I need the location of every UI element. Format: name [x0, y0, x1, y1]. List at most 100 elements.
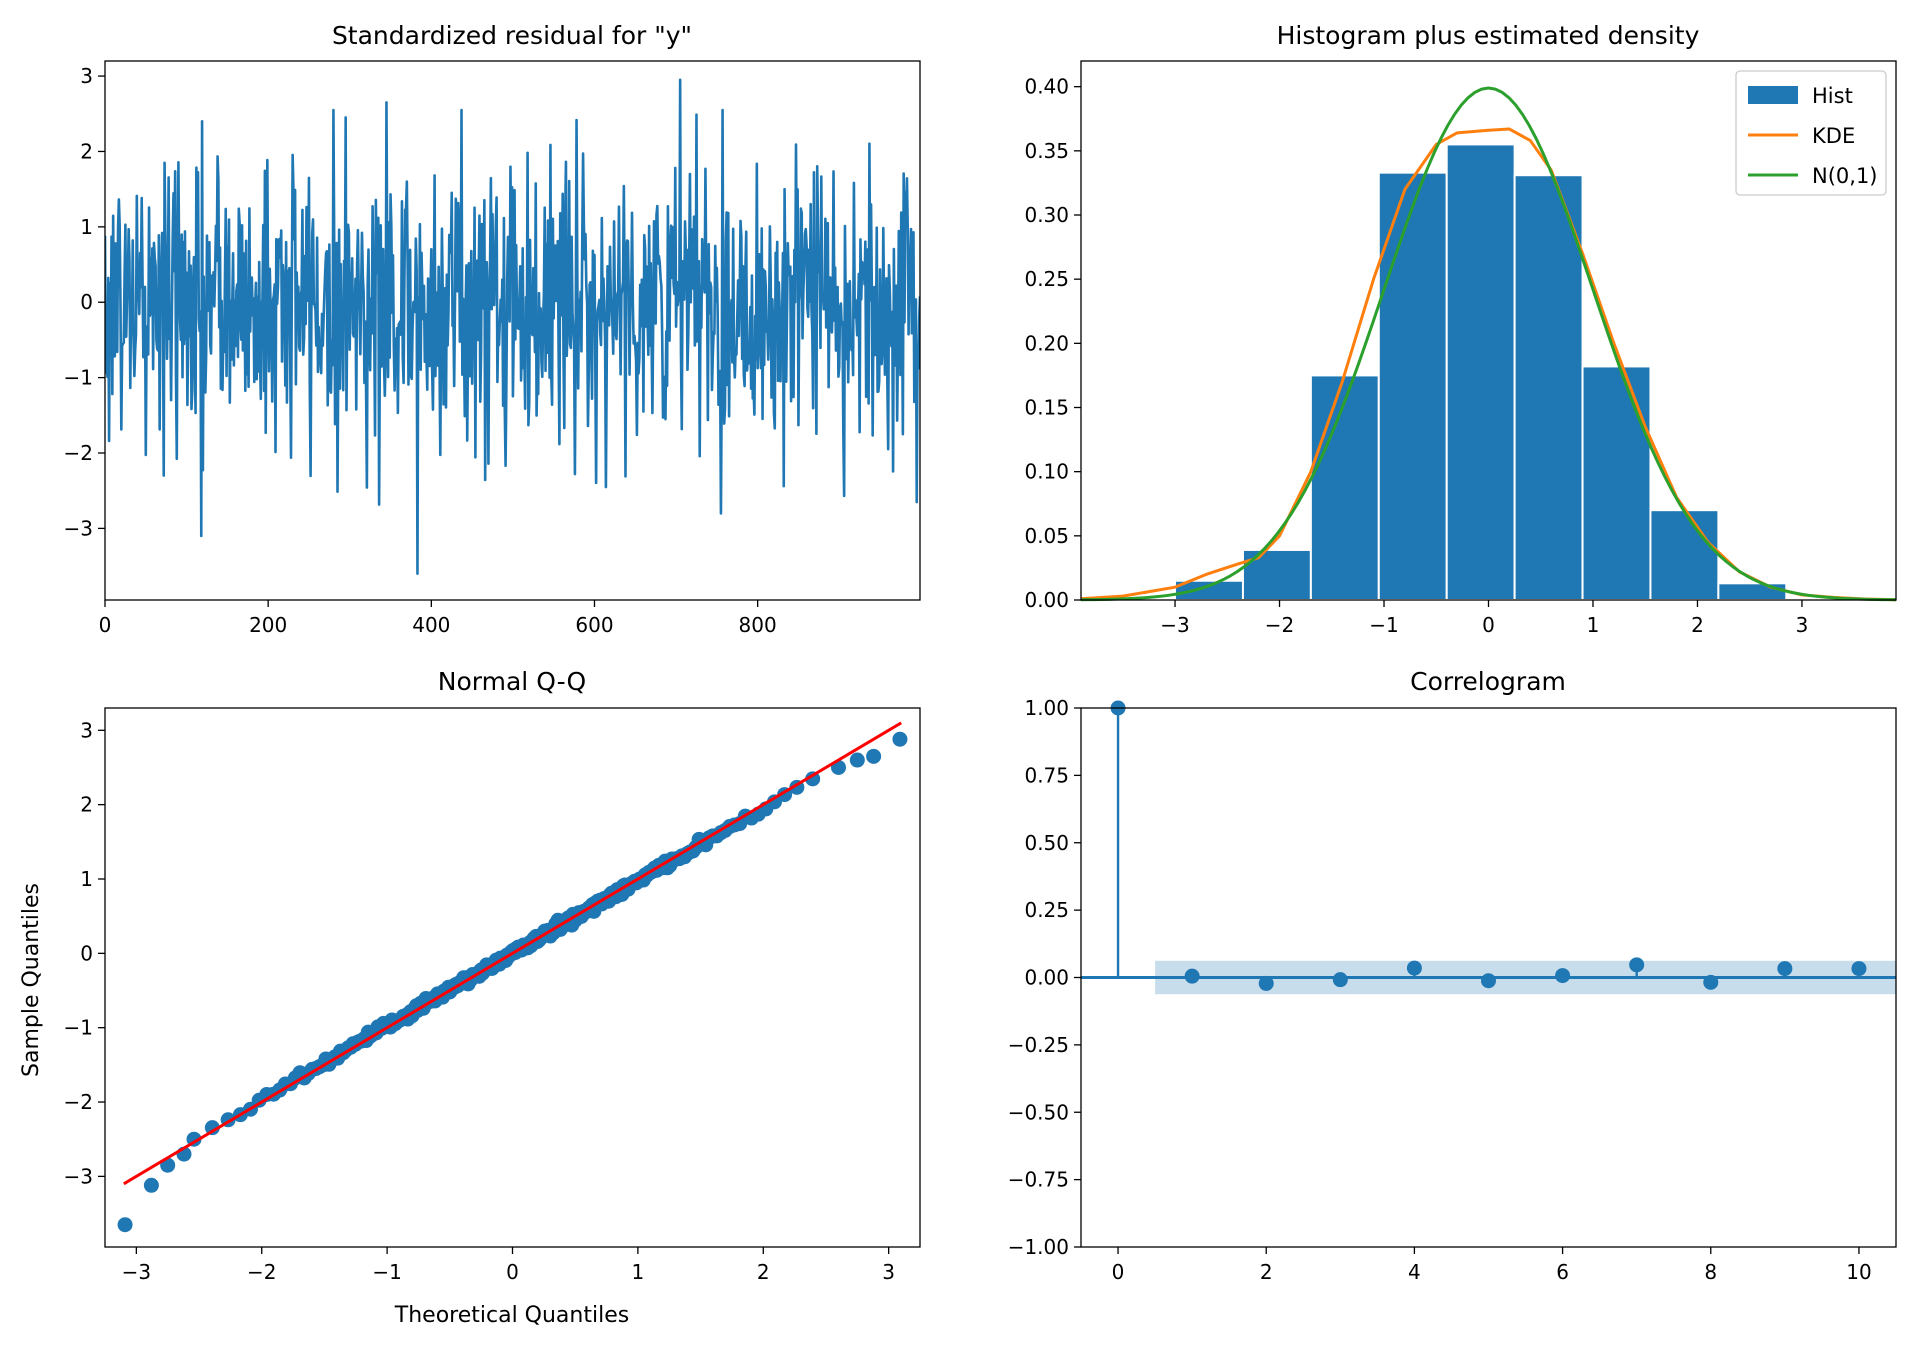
correlogram-ytick-label: 0.00: [1024, 966, 1069, 990]
histogram-ytick-label: 0.15: [1024, 396, 1069, 420]
correlogram-ytick-label: −1.00: [1008, 1235, 1069, 1259]
histogram-bar: [1717, 582, 1788, 601]
legend-label: KDE: [1812, 124, 1855, 148]
residual-xtick-label: 600: [575, 613, 613, 637]
histogram-ytick-label: 0.30: [1024, 203, 1069, 227]
histogram-bar: [1581, 365, 1652, 601]
acf-marker: [1332, 972, 1348, 988]
qq-ytick-label: 2: [80, 793, 93, 817]
qq-point: [143, 1177, 159, 1193]
residual-axes-frame: [104, 60, 921, 601]
acf-marker: [1481, 973, 1496, 989]
qq-ytick-label: 3: [80, 718, 93, 742]
histogram-xtick-label: 3: [1796, 613, 1809, 637]
qq-xtick-label: −2: [247, 1260, 276, 1284]
qq-ytick-label: −3: [64, 1164, 93, 1188]
histogram-xtick-label: −2: [1265, 613, 1294, 637]
legend-hist-swatch: [1748, 86, 1798, 104]
histogram-bar: [1513, 174, 1584, 601]
qq-ytick-label: 0: [80, 941, 93, 965]
qq-point: [849, 752, 865, 768]
acf-marker: [1406, 960, 1422, 976]
qq-point: [892, 731, 908, 747]
residual-xtick-label: 200: [249, 613, 287, 637]
qq-panel: Normal Q-Q Theoretical Quantiles Sample …: [19, 667, 921, 1328]
qq-point: [866, 748, 882, 764]
histogram-ytick-label: 0.35: [1024, 139, 1069, 163]
qq-xtick-label: 2: [757, 1260, 770, 1284]
qq-ytick-label: 1: [80, 867, 93, 891]
qq-xlabel: Theoretical Quantiles: [394, 1303, 629, 1328]
residual-panel: Standardized residual for "y" 0 200 400 600…: [64, 21, 921, 637]
residual-ytick-label: −3: [64, 516, 93, 540]
correlogram-ytick-label: −0.50: [1008, 1100, 1069, 1124]
correlogram-xtick-label: 8: [1704, 1260, 1717, 1284]
residual-title: Standardized residual for "y": [332, 21, 692, 50]
correlogram-ytick-label: 0.75: [1024, 763, 1069, 787]
acf-marker: [1777, 961, 1793, 977]
acf-marker: [1184, 968, 1200, 984]
histogram-xtick-label: 2: [1691, 613, 1704, 637]
residual-ytick-label: 0: [80, 290, 93, 314]
histogram-title: Histogram plus estimated density: [1277, 21, 1700, 50]
histogram-ytick-label: 0.05: [1024, 524, 1069, 548]
qq-xtick-label: 0: [506, 1260, 519, 1284]
correlogram-ytick-label: 0.25: [1024, 898, 1069, 922]
legend-label: Hist: [1812, 84, 1853, 108]
qq-point: [204, 1120, 220, 1136]
histogram-ytick-label: 0.00: [1024, 588, 1069, 612]
correlogram-xtick-label: 6: [1556, 1260, 1569, 1284]
correlogram-ytick-label: −0.75: [1008, 1168, 1069, 1192]
residual-xtick-label: 400: [412, 613, 450, 637]
correlogram-xtick-label: 4: [1408, 1260, 1421, 1284]
qq-point: [117, 1217, 133, 1233]
qq-xtick-label: 3: [882, 1260, 895, 1284]
legend-label: N(0,1): [1812, 164, 1878, 188]
residual-ytick-label: 2: [80, 139, 93, 163]
histogram-ytick-label: 0.10: [1024, 460, 1069, 484]
histogram-xtick-label: −1: [1369, 613, 1398, 637]
histogram-ytick-label: 0.20: [1024, 331, 1069, 355]
residual-ytick-label: 3: [80, 64, 93, 88]
histogram-bar: [1309, 374, 1380, 601]
histogram-bar: [1445, 143, 1516, 602]
histogram-xtick-label: 0: [1482, 613, 1495, 637]
histogram-xtick-label: 1: [1587, 613, 1600, 637]
histogram-ytick-label: 0.25: [1024, 267, 1069, 291]
qq-title: Normal Q-Q: [438, 667, 586, 696]
residual-ytick-label: 1: [80, 215, 93, 239]
residual-ytick-label: −1: [64, 366, 93, 390]
qq-ylabel: Sample Quantiles: [19, 883, 44, 1077]
residual-xtick-label: 0: [99, 613, 112, 637]
acf-marker: [1851, 961, 1867, 977]
histogram-xtick-label: −3: [1160, 613, 1189, 637]
qq-ytick-label: −1: [64, 1016, 93, 1040]
residual-ytick-label: −2: [64, 441, 93, 465]
qq-reference-line: [123, 721, 902, 1186]
histogram-panel: Histogram plus estimated density −3 −2 −1 0…: [1024, 21, 1897, 637]
qq-ytick-label: −2: [64, 1090, 93, 1114]
correlogram-ytick-label: −0.25: [1008, 1033, 1069, 1057]
correlogram-xtick-label: 2: [1260, 1260, 1273, 1284]
qq-xtick-label: 1: [632, 1260, 645, 1284]
correlogram-xtick-label: 0: [1112, 1260, 1125, 1284]
residual-xtick-label: 800: [739, 613, 777, 637]
correlogram-title: Correlogram: [1410, 667, 1566, 696]
histogram-bar: [1377, 171, 1448, 601]
qq-xtick-label: −3: [122, 1260, 151, 1284]
acf-marker: [1555, 968, 1571, 984]
histogram-bar: [1649, 509, 1720, 601]
acf-marker: [1629, 957, 1645, 973]
acf-marker: [1703, 974, 1719, 990]
qq-point: [805, 771, 821, 787]
qq-xtick-label: −1: [372, 1260, 401, 1284]
correlogram-ytick-label: 1.00: [1024, 696, 1069, 720]
residual-series-line: [105, 78, 920, 575]
histogram-ytick-label: 0.40: [1024, 75, 1069, 99]
correlogram-ytick-label: 0.50: [1024, 831, 1069, 855]
correlogram-panel: Correlogram 0 2 4 6 8 10 −1.00 −0.75 −0.50 −0.25 0…: [1008, 667, 1897, 1284]
correlogram-xtick-label: 10: [1846, 1260, 1871, 1284]
normal-pdf-line: [1080, 86, 1897, 602]
acf-marker: [1258, 975, 1274, 991]
